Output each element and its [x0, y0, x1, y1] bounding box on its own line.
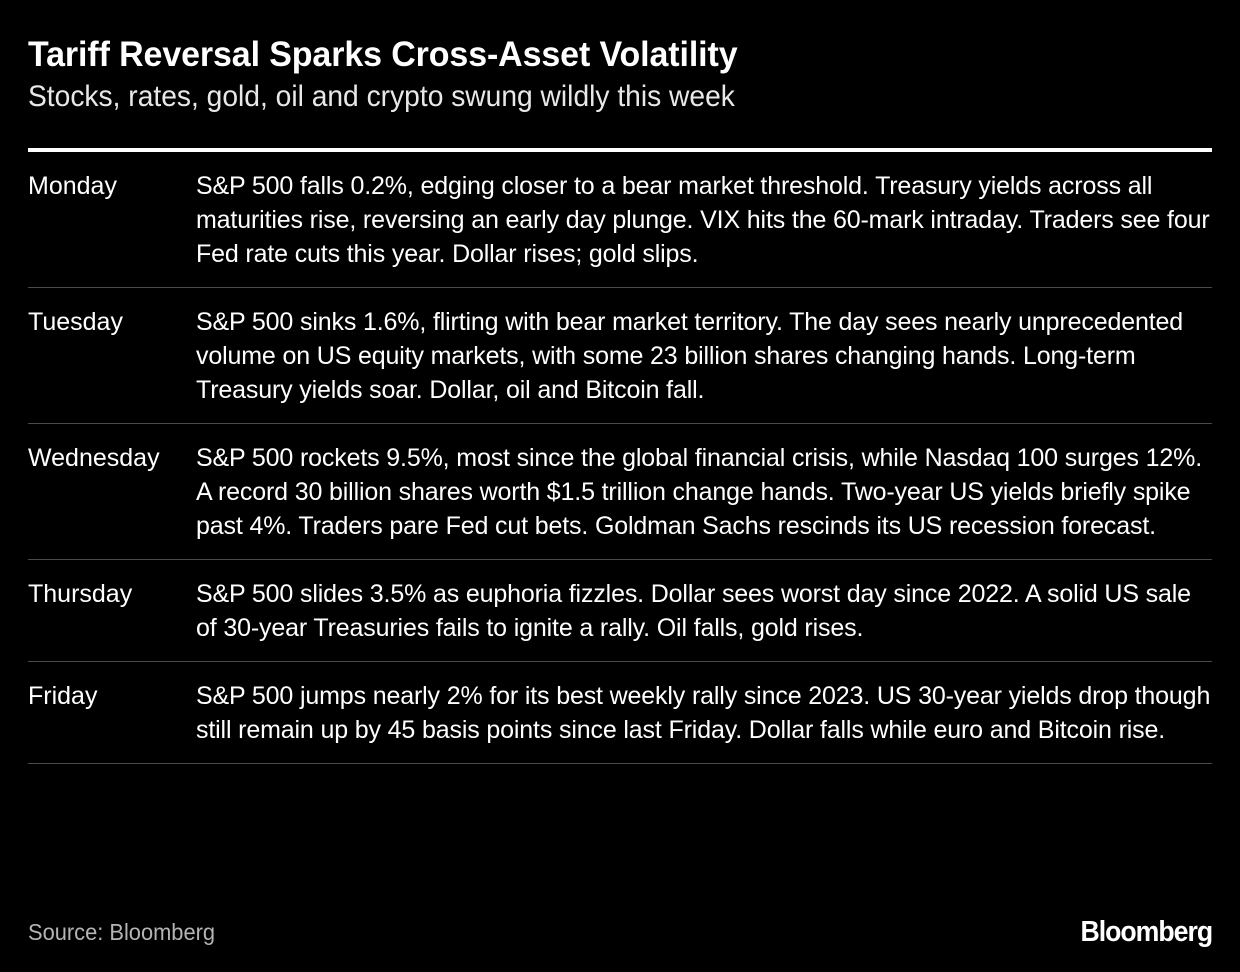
footer: Source: Bloomberg Bloomberg: [28, 892, 1213, 972]
source-attribution: Source: Bloomberg: [28, 918, 216, 945]
row-description: S&P 500 falls 0.2%, edging closer to a b…: [196, 172, 1210, 268]
header-divider: [28, 148, 1212, 152]
table-row: Friday S&P 500 jumps nearly 2% for its b…: [28, 662, 1212, 764]
row-day-label: Friday: [28, 682, 98, 710]
header: Tariff Reversal Sparks Cross-Asset Volat…: [28, 0, 1212, 116]
table-row: Monday S&P 500 falls 0.2%, edging closer…: [28, 152, 1212, 288]
row-description: S&P 500 sinks 1.6%, flirting with bear m…: [196, 308, 1184, 404]
row-day-label: Wednesday: [28, 444, 160, 472]
table-row: Tuesday S&P 500 sinks 1.6%, flirting wit…: [28, 288, 1212, 424]
bloomberg-logo: Bloomberg: [1080, 915, 1213, 948]
row-day-label: Monday: [28, 172, 117, 200]
row-description: S&P 500 rockets 9.5%, most since the glo…: [196, 444, 1203, 540]
row-day-label: Tuesday: [28, 308, 123, 336]
page-subtitle: Stocks, rates, gold, oil and crypto swun…: [28, 80, 735, 113]
table-row: Wednesday S&P 500 rockets 9.5%, most sin…: [28, 424, 1212, 560]
page-title: Tariff Reversal Sparks Cross-Asset Volat…: [28, 35, 738, 74]
table-row: Thursday S&P 500 slides 3.5% as euphoria…: [28, 560, 1212, 662]
row-day-label: Thursday: [28, 580, 133, 608]
row-description: S&P 500 jumps nearly 2% for its best wee…: [196, 682, 1211, 744]
row-description: S&P 500 slides 3.5% as euphoria fizzles.…: [196, 580, 1191, 642]
weekly-summary-table: Monday S&P 500 falls 0.2%, edging closer…: [28, 152, 1212, 892]
